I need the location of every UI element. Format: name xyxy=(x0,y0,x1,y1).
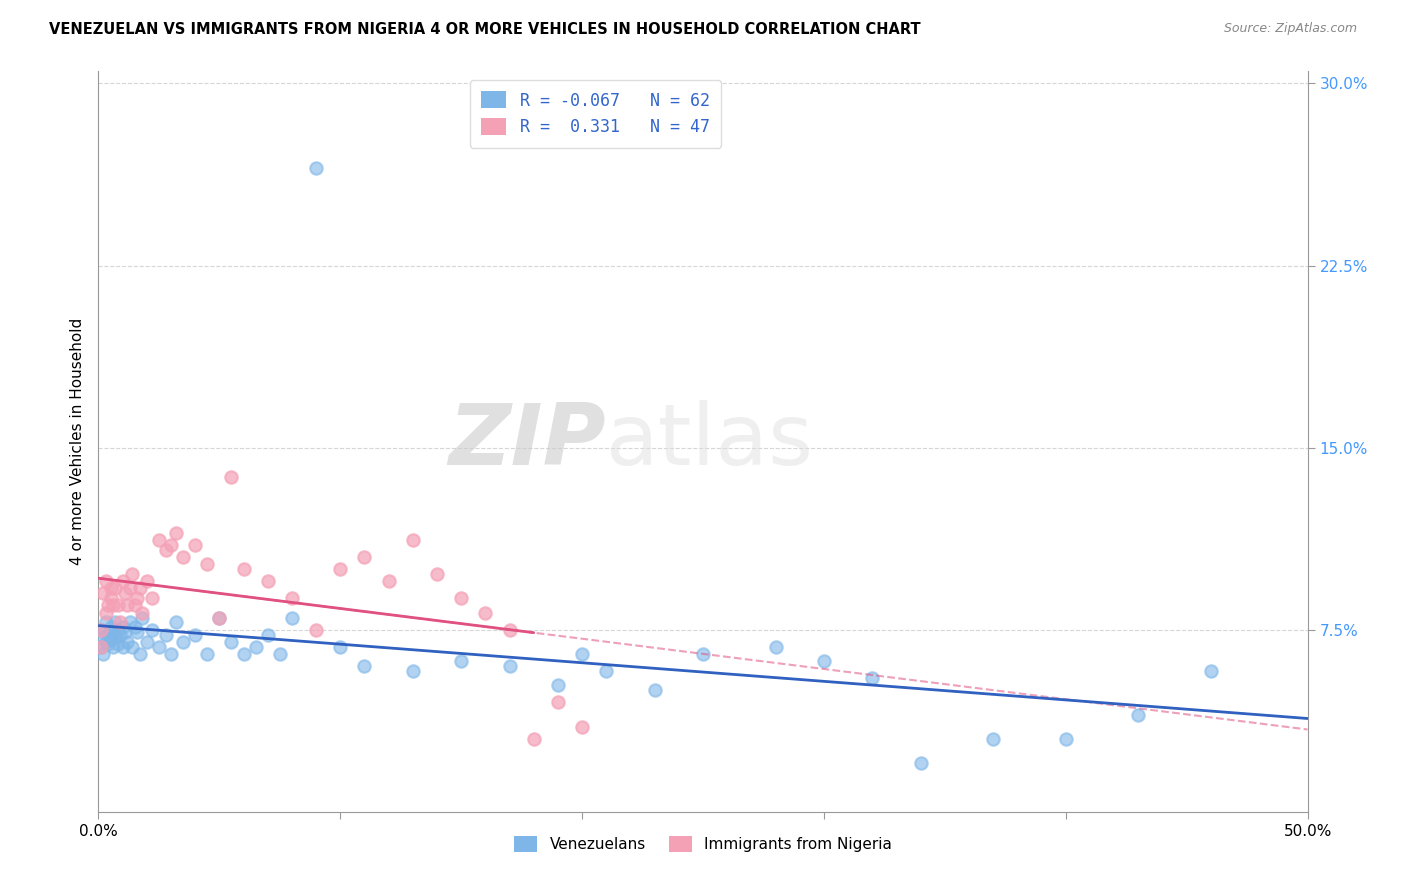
Text: atlas: atlas xyxy=(606,400,814,483)
Y-axis label: 4 or more Vehicles in Household: 4 or more Vehicles in Household xyxy=(69,318,84,566)
Text: ZIP: ZIP xyxy=(449,400,606,483)
Text: VENEZUELAN VS IMMIGRANTS FROM NIGERIA 4 OR MORE VEHICLES IN HOUSEHOLD CORRELATIO: VENEZUELAN VS IMMIGRANTS FROM NIGERIA 4 … xyxy=(49,22,921,37)
Text: Source: ZipAtlas.com: Source: ZipAtlas.com xyxy=(1223,22,1357,36)
Legend: Venezuelans, Immigrants from Nigeria: Venezuelans, Immigrants from Nigeria xyxy=(506,829,900,860)
